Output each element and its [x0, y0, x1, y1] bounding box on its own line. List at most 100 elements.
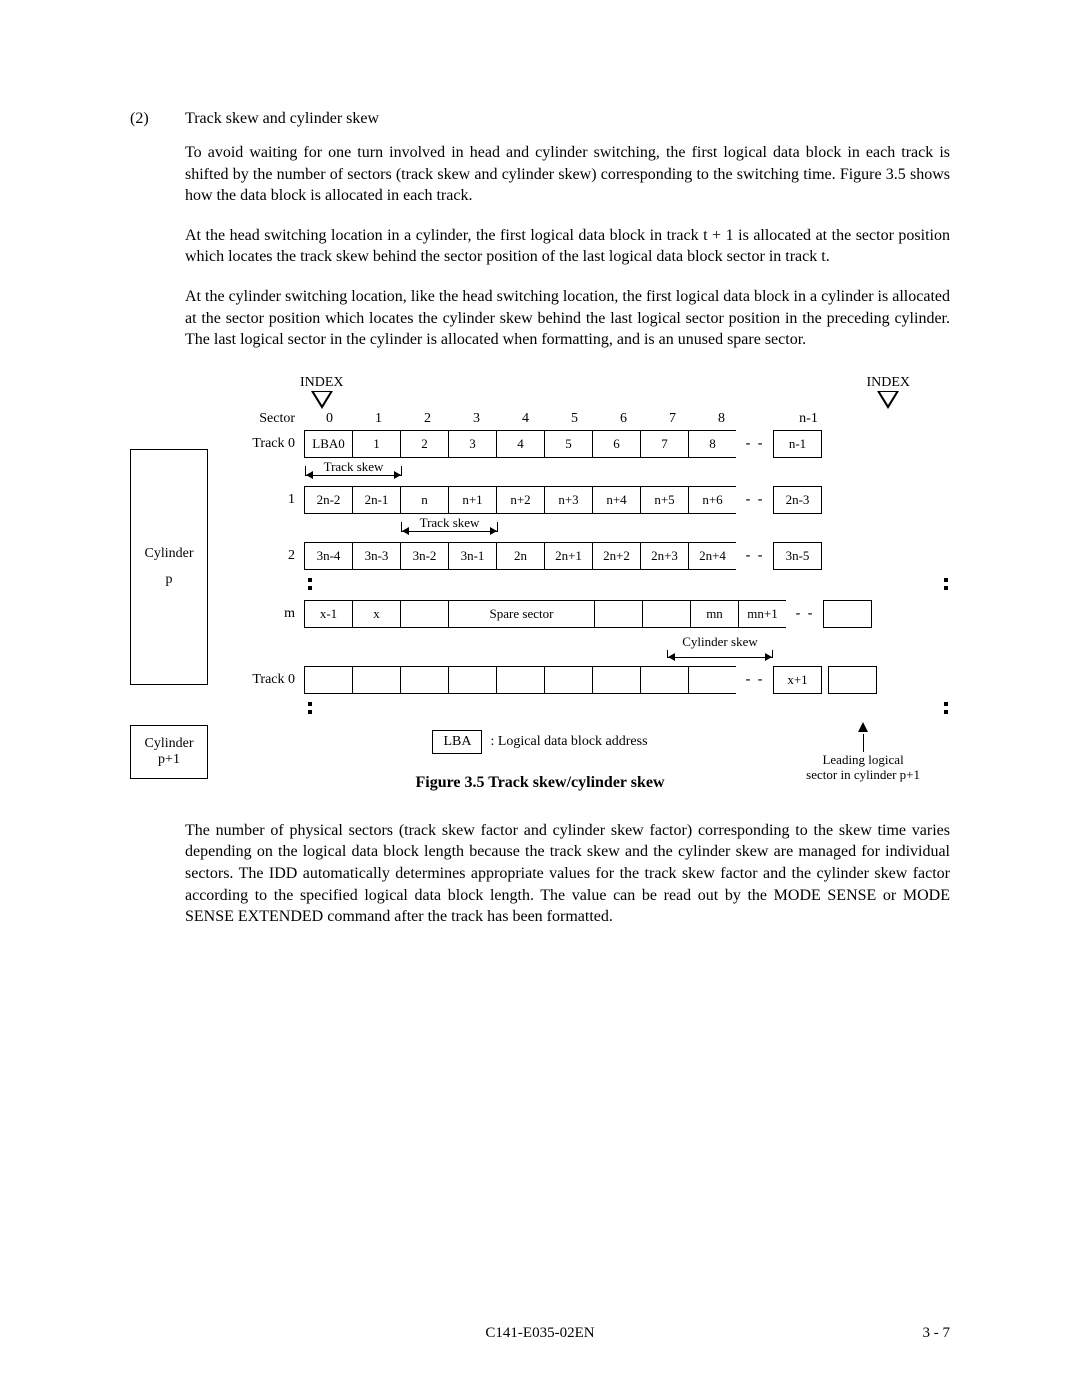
sector-num-last: n-1: [784, 411, 833, 427]
sector-num: 5: [550, 411, 599, 427]
track-skew-label: Track skew: [321, 459, 387, 475]
index-triangle-left: [311, 391, 333, 409]
data-cell: 6: [592, 430, 641, 458]
data-cell: 2n+2: [592, 542, 641, 570]
sector-num: 4: [501, 411, 550, 427]
data-cell: 3n-3: [352, 542, 401, 570]
data-cell: n+3: [544, 486, 593, 514]
blank-cell: [304, 666, 353, 694]
index-label-left: INDEX: [300, 375, 344, 391]
data-cell: 2n+4: [688, 542, 737, 570]
lba-legend-row: LBA : Logical data block address Leading…: [130, 730, 950, 754]
data-cell: 3: [448, 430, 497, 458]
cylinder-skew: Cylinder skew: [667, 634, 773, 658]
sector-num: 7: [648, 411, 697, 427]
data-cell: n+2: [496, 486, 545, 514]
ellipsis: - -: [736, 430, 774, 458]
data-cell: n+6: [688, 486, 737, 514]
sector-label: Sector: [255, 411, 305, 427]
index-row: INDEX INDEX: [130, 375, 950, 409]
track-m-row: m x-1 x Spare sector mn mn+1 - -: [130, 600, 950, 628]
lba-legend-text: : Logical data block address: [490, 734, 647, 750]
data-cell: 2n+3: [640, 542, 689, 570]
data-cell: mn+1: [738, 600, 787, 628]
section-number: (2): [130, 110, 185, 128]
data-cell: 3n-4: [304, 542, 353, 570]
lead-note-line1: Leading logical: [806, 752, 920, 768]
lead-note-line2: sector in cylinder p+1: [806, 767, 920, 783]
track-0-row: Track 0 LBA0 1 2 3 4 5 6 7 8 - - n-1: [130, 430, 950, 458]
page-footer: C141-E035-02EN 3 - 7: [130, 1325, 950, 1342]
cylinder-id: p: [166, 572, 173, 588]
data-cell: 2n-2: [304, 486, 353, 514]
track-1-row: 1 2n-2 2n-1 n n+1 n+2 n+3 n+4 n+5 n+6 - …: [130, 486, 950, 514]
sector-num: 8: [697, 411, 746, 427]
ellipsis: - -: [736, 666, 774, 694]
cylinder-id: p+1: [158, 752, 180, 768]
sector-number-row: Sector 0 1 2 3 4 5 6 7 8 n-1: [130, 411, 950, 427]
ellipsis: - -: [786, 600, 824, 628]
data-cell: n: [400, 486, 449, 514]
track-skew-2: Track skew: [401, 520, 950, 534]
vertical-ellipsis: [308, 576, 948, 592]
data-cell: 2n-3: [773, 486, 822, 514]
blank-cell: [594, 600, 643, 628]
spare-sector: Spare sector: [448, 600, 595, 628]
sector-num: 3: [452, 411, 501, 427]
data-cell: 3n-2: [400, 542, 449, 570]
data-cell: x: [352, 600, 401, 628]
data-cell: 1: [352, 430, 401, 458]
track-2-row: 2 3n-4 3n-3 3n-2 3n-1 2n 2n+1 2n+2 2n+3 …: [130, 542, 950, 570]
data-cell: 5: [544, 430, 593, 458]
section-heading: (2) Track skew and cylinder skew: [130, 110, 950, 128]
data-cell: 4: [496, 430, 545, 458]
data-cell: 3n-1: [448, 542, 497, 570]
data-cell: 2n: [496, 542, 545, 570]
data-cell: 2: [400, 430, 449, 458]
data-cell: n-1: [773, 430, 822, 458]
data-cell: 8: [688, 430, 737, 458]
index-triangle-right: [877, 391, 899, 409]
up-arrow-icon: [858, 722, 868, 732]
blank-cell: [688, 666, 737, 694]
cylinder-skew-label: Cylinder skew: [667, 634, 773, 650]
blank-cell: [352, 666, 401, 694]
blank-cell: [496, 666, 545, 694]
page-number: 3 - 7: [923, 1325, 951, 1342]
sector-num: 0: [305, 411, 354, 427]
vertical-ellipsis: [308, 700, 948, 716]
section-title: Track skew and cylinder skew: [185, 110, 379, 128]
data-cell: 3n-5: [773, 542, 822, 570]
data-cell: LBA0: [304, 430, 353, 458]
sector-num: 6: [599, 411, 648, 427]
track-skew-label: Track skew: [417, 515, 483, 531]
blank-cell: [544, 666, 593, 694]
data-cell: 2n-1: [352, 486, 401, 514]
blank-cell: [823, 600, 872, 628]
blank-cell: [448, 666, 497, 694]
data-cell: 7: [640, 430, 689, 458]
data-cell: 2n+1: [544, 542, 593, 570]
blank-cell: [642, 600, 691, 628]
data-cell: n+1: [448, 486, 497, 514]
blank-cell: [400, 600, 449, 628]
data-cell: n+5: [640, 486, 689, 514]
paragraph-3: At the cylinder switching location, like…: [185, 286, 950, 351]
paragraph-4: The number of physical sectors (track sk…: [185, 820, 950, 928]
data-cell: x+1: [773, 666, 822, 694]
data-cell: n+4: [592, 486, 641, 514]
blank-cell: [592, 666, 641, 694]
cyl-p1-track-0-row: Track 0 - - x+1: [130, 666, 950, 694]
ellipsis: - -: [736, 542, 774, 570]
lba-box: LBA: [432, 730, 482, 754]
sector-num: 1: [354, 411, 403, 427]
blank-cell: [640, 666, 689, 694]
ellipsis: - -: [736, 486, 774, 514]
figure-3-5-diagram: INDEX INDEX Sector 0 1 2 3 4 5 6 7 8 n-1…: [130, 375, 950, 754]
blank-cell: [400, 666, 449, 694]
cylinder-p-block: Cylinder p: [130, 449, 208, 685]
track-skew-1: Track skew: [305, 464, 950, 478]
data-cell: x-1: [304, 600, 353, 628]
data-cell: mn: [690, 600, 739, 628]
ellipsis: [746, 411, 784, 427]
